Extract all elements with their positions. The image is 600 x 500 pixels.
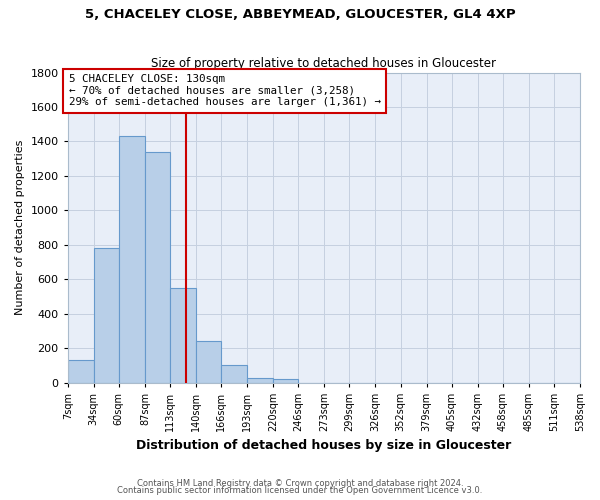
Bar xyxy=(273,380,298,383)
Bar xyxy=(170,288,196,383)
Bar xyxy=(196,340,221,383)
Bar xyxy=(221,364,247,383)
Text: Contains HM Land Registry data © Crown copyright and database right 2024.: Contains HM Land Registry data © Crown c… xyxy=(137,478,463,488)
Bar xyxy=(68,360,94,383)
Text: 5, CHACELEY CLOSE, ABBEYMEAD, GLOUCESTER, GL4 4XP: 5, CHACELEY CLOSE, ABBEYMEAD, GLOUCESTER… xyxy=(85,8,515,20)
X-axis label: Distribution of detached houses by size in Gloucester: Distribution of detached houses by size … xyxy=(136,440,511,452)
Y-axis label: Number of detached properties: Number of detached properties xyxy=(15,140,25,316)
Bar xyxy=(145,152,170,383)
Text: Contains public sector information licensed under the Open Government Licence v3: Contains public sector information licen… xyxy=(118,486,482,495)
Bar xyxy=(94,248,119,383)
Title: Size of property relative to detached houses in Gloucester: Size of property relative to detached ho… xyxy=(151,57,496,70)
Text: 5 CHACELEY CLOSE: 130sqm
← 70% of detached houses are smaller (3,258)
29% of sem: 5 CHACELEY CLOSE: 130sqm ← 70% of detach… xyxy=(68,74,380,108)
Bar xyxy=(247,378,273,383)
Bar xyxy=(119,136,145,383)
